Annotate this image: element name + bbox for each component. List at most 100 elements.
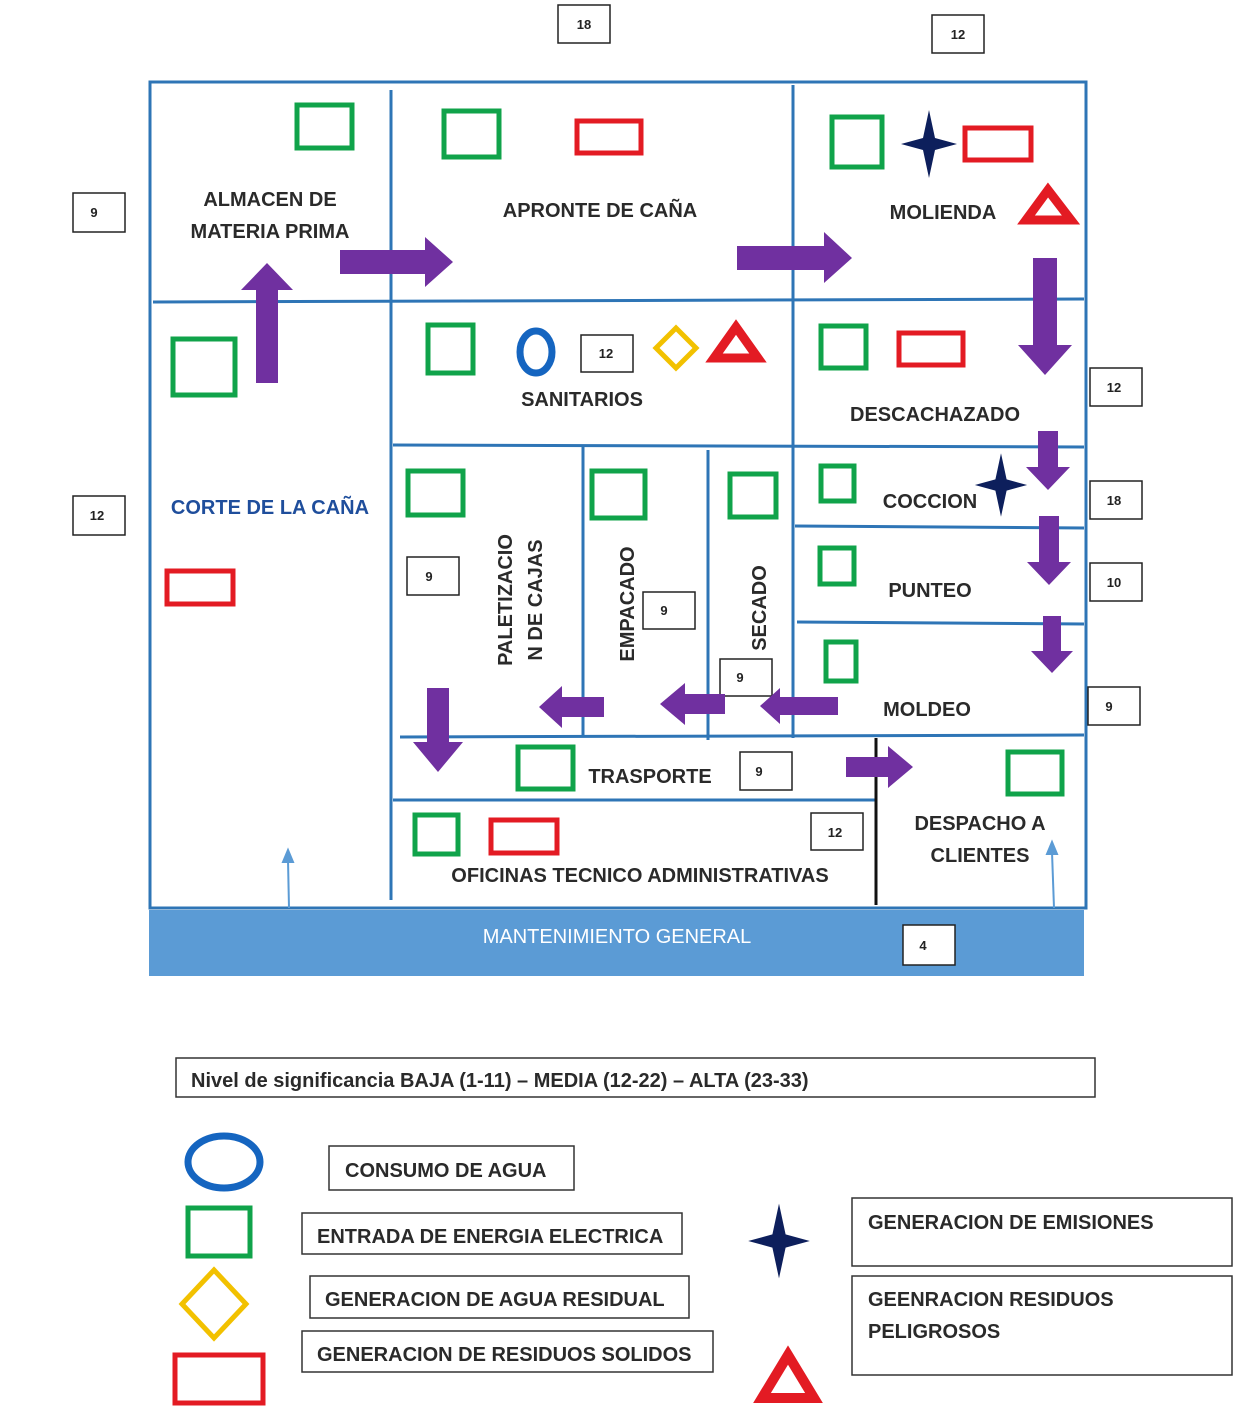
arrow-left-empacado (539, 686, 604, 728)
score-box-paletizacion: 9 (406, 556, 460, 596)
energy-icon (589, 468, 648, 521)
svg-text:9: 9 (660, 603, 667, 618)
svg-text:GENERACION DE RESIDUOS SOLIDOS: GENERACION DE RESIDUOS SOLIDOS (317, 1344, 692, 1366)
arrow-right-almacen-apronte (340, 237, 453, 287)
arrow-down-descachazado (1026, 431, 1070, 490)
score-box-sanitarios: 12 (580, 334, 634, 373)
svg-text:GENERACION DE AGUA RESIDUAL: GENERACION DE AGUA RESIDUAL (325, 1289, 665, 1311)
area-label-moldeo: MOLDEO (883, 699, 971, 721)
energy-icon (515, 744, 576, 792)
solid-waste-icon (962, 125, 1034, 163)
energy-icon (412, 812, 461, 857)
energy-icon (1005, 749, 1065, 797)
energy-icon (818, 463, 857, 504)
plan-walls (148, 80, 1088, 910)
wastewater-icon (178, 1266, 250, 1342)
area-label-punteo: PUNTEO (888, 580, 971, 602)
area-label-trasporte: TRASPORTE (588, 766, 711, 788)
legend-hazardous: GEENRACION RESIDUOS PELIGROSOS (753, 1275, 1233, 1403)
score-box-coccion: 18 (1089, 480, 1143, 520)
energy-icon (441, 108, 502, 160)
energy-icon (829, 114, 885, 170)
score-box-molienda: 12 (931, 14, 985, 54)
emissions-icon (901, 110, 957, 178)
svg-text:9: 9 (425, 569, 432, 584)
maintenance-band: MANTENIMIENTO GENERAL 4 (149, 910, 1084, 976)
area-label-empacado: EMPACADO (617, 546, 639, 661)
area-label-oficinas: OFICINAS TECNICO ADMINISTRATIVAS (451, 865, 828, 887)
area-label-coccion: COCCION (883, 491, 977, 513)
arrow-up-corte-almacen (241, 263, 293, 383)
area-label-secado: SECADO (749, 565, 771, 651)
score-box-oficinas: 12 (810, 812, 864, 851)
area-label-despacho: DESPACHO A (914, 813, 1045, 835)
arrow-down-coccion (1027, 516, 1071, 585)
svg-text:12: 12 (599, 346, 613, 361)
svg-text:12: 12 (90, 508, 104, 523)
maintenance-arrows (281, 839, 1059, 909)
hazardous-waste-icon (1017, 182, 1081, 225)
arrow-left-moldeo (760, 688, 838, 724)
hazardous-waste-icon (753, 1345, 823, 1403)
svg-text:GEENRACION RESIDUOS: GEENRACION RESIDUOS (868, 1289, 1114, 1311)
score-box-moldeo: 9 (1087, 686, 1141, 726)
svg-text:18: 18 (1107, 493, 1121, 508)
energy-icon (817, 545, 857, 587)
legend-water: CONSUMO DE AGUA (184, 1132, 575, 1192)
area-label-corte: CORTE DE LA CAÑA (171, 496, 369, 519)
energy-icon (294, 102, 355, 151)
area-label-almacen: ALMACEN DE (203, 189, 336, 211)
water-consumption-icon (184, 1132, 264, 1192)
score-box-apronte: 18 (557, 4, 611, 44)
arrow-left-secado (660, 683, 725, 725)
energy-icon (818, 323, 869, 371)
arrow-right-apronte-molienda (737, 232, 852, 283)
process-arrows (241, 232, 1073, 788)
score-box-empacado: 9 (642, 591, 696, 630)
solid-waste-icon (574, 118, 644, 156)
area-label-paletizacion-2: N DE CAJAS (525, 539, 547, 660)
emissions-icon (974, 453, 1028, 517)
svg-text:Nivel de significancia BAJA (: Nivel de significancia BAJA (1-11) – MED… (191, 1070, 809, 1092)
energy-icon (823, 639, 859, 684)
arrow-down-molienda (1018, 258, 1072, 375)
svg-text:GENERACION DE EMISIONES: GENERACION DE EMISIONES (868, 1212, 1154, 1234)
energy-icon (727, 471, 779, 520)
score-box-secado: 9 (719, 658, 773, 697)
energy-icon (405, 468, 466, 518)
legend-solid-waste: GENERACION DE RESIDUOS SOLIDOS (172, 1330, 714, 1406)
significance-legend: Nivel de significancia BAJA (1-11) – MED… (175, 1057, 1096, 1098)
svg-text:MANTENIMIENTO GENERAL: MANTENIMIENTO GENERAL (483, 926, 752, 948)
score-box-trasporte: 9 (739, 751, 793, 791)
water-consumption-icon (516, 327, 556, 377)
svg-text:18: 18 (577, 17, 591, 32)
area-label-almacen-2: MATERIA PRIMA (191, 221, 350, 243)
svg-text:9: 9 (1105, 699, 1112, 714)
energy-icon (185, 1205, 253, 1259)
svg-text:12: 12 (828, 825, 842, 840)
arrow-right-trasporte-despacho (846, 746, 913, 788)
svg-text:4: 4 (919, 938, 927, 953)
svg-text:ENTRADA DE ENERGIA ELECTRICA: ENTRADA DE ENERGIA ELECTRICA (317, 1226, 663, 1248)
solid-waste-icon (172, 1352, 266, 1406)
svg-text:10: 10 (1107, 575, 1121, 590)
score-box-descachazado: 12 (1089, 367, 1143, 407)
solid-waste-icons (164, 118, 1034, 856)
area-label-descachazado: DESCACHAZADO (850, 404, 1020, 426)
area-label-molienda: MOLIENDA (890, 202, 997, 224)
svg-text:PELIGROSOS: PELIGROSOS (868, 1321, 1000, 1343)
svg-text:12: 12 (1107, 380, 1121, 395)
svg-text:CONSUMO DE AGUA: CONSUMO DE AGUA (345, 1160, 546, 1182)
hazardous-icons (705, 182, 1081, 363)
hazardous-waste-icon (705, 319, 767, 363)
svg-text:12: 12 (951, 27, 965, 42)
score-box-almacen: 9 (72, 192, 126, 233)
energy-icons (170, 102, 1065, 857)
energy-icon (425, 322, 476, 376)
area-label-apronte: APRONTE DE CAÑA (503, 199, 697, 222)
score-box-punteo: 10 (1089, 562, 1143, 602)
solid-waste-icon (488, 817, 560, 856)
arrow-down-paletizacion (413, 688, 463, 772)
wastewater-icon (652, 324, 700, 372)
arrow-down-punteo (1031, 616, 1073, 673)
